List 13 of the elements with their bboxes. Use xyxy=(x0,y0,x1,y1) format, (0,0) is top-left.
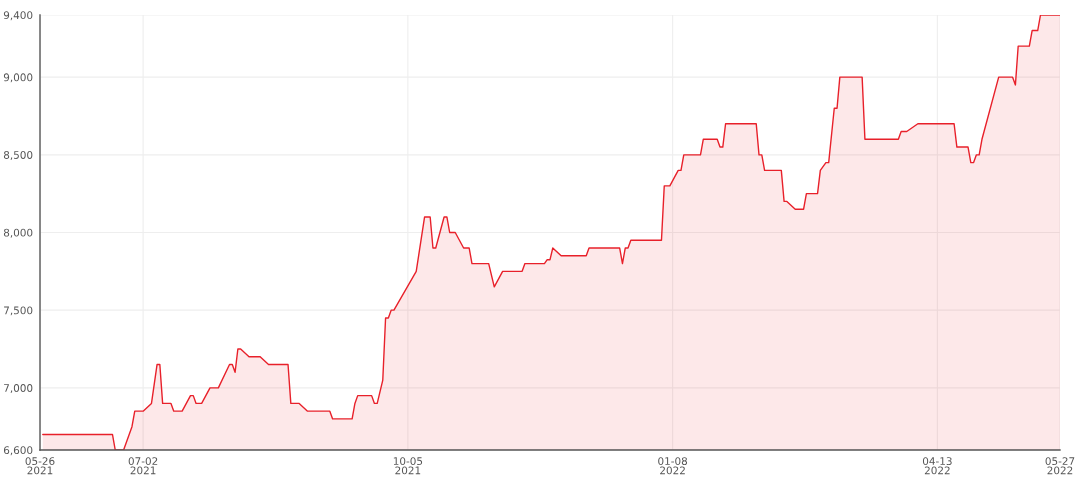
x-tick-label: 05-26 2021 xyxy=(25,457,55,475)
y-tick-label: 8,500 xyxy=(3,151,33,160)
x-tick-label: 07-02 2021 xyxy=(128,457,158,475)
y-tick-label: 8,000 xyxy=(3,228,33,238)
y-tick-label: 7,000 xyxy=(4,384,33,394)
x-tick-label: 01-08 2022 xyxy=(658,457,688,475)
y-tick-label: 9,400 xyxy=(3,11,33,21)
y-tick-label: 7,500 xyxy=(4,306,33,316)
y-tick-label: 6,600 xyxy=(3,446,33,456)
x-tick-label: 10-05 2021 xyxy=(393,457,423,475)
x-tick-label: 05-27 2022 xyxy=(1045,457,1075,475)
x-tick-label: 04-13 2022 xyxy=(922,457,952,475)
y-tick-label: 9,000 xyxy=(3,73,33,83)
